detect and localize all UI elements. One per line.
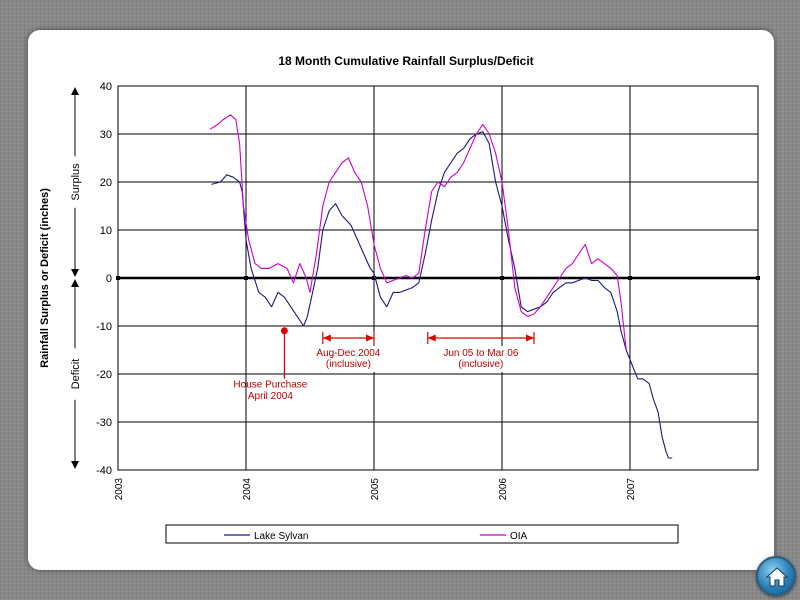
legend: Lake Sylvan OIA [165,524,679,544]
range-arrowhead-left [427,334,436,342]
y-tick-label: 10 [100,225,112,237]
home-button[interactable] [756,556,796,596]
range-arrowhead-left [322,334,331,342]
range-label: (inclusive) [326,359,371,370]
y-tick-label: 20 [100,177,112,189]
series-lines [209,114,673,459]
y-tick-label: -10 [96,321,112,333]
y-tick-label: 30 [100,129,112,141]
zero-line-tick [500,276,504,280]
y-tick-label: -20 [96,369,112,381]
legend-label: Lake Sylvan [254,531,308,542]
y-tick-label: 40 [100,81,112,93]
surplus-arrowhead-bottom [71,269,79,277]
y-tick-label: -30 [96,417,112,429]
range-label: Aug-Dec 2004 [316,348,380,359]
series-line-lake-sylvan [211,131,673,459]
zero-line-tick [628,276,632,280]
surplus-label: Surplus [70,163,82,201]
range-label: Jun 05 to Mar 06 [443,348,518,359]
range-arrowhead-right [366,334,374,342]
zero-line-tick [372,276,376,280]
chart-title: 18 Month Cumulative Rainfall Surplus/Def… [278,54,533,68]
house-purchase-label: April 2004 [248,391,293,402]
range-label: (inclusive) [458,359,503,370]
y-tick-labels: 40 30 20 10 0 -10 -20 -30 -40 [96,81,112,477]
surplus-deficit-arrows: Surplus Deficit [68,87,82,469]
range-label-bg [310,346,386,372]
series-line-oia [209,114,627,351]
zero-line-tick [244,276,248,280]
zero-line-tick [116,276,120,280]
surplus-arrowhead-top [71,87,79,95]
deficit-arrowhead-top [71,279,79,287]
y-tick-label: 0 [106,273,112,285]
range-arrowhead-right [526,334,534,342]
home-icon [765,567,789,587]
legend-label: OIA [510,531,528,542]
house-purchase-marker [280,327,288,335]
deficit-arrowhead-bottom [71,461,79,469]
x-tick-label: 2005 [370,478,381,501]
x-tick-label: 2003 [114,478,125,501]
deficit-label: Deficit [70,359,82,390]
y-axis-label: Rainfall Surplus or Deficit (inches) [39,188,51,368]
side-label-bg [68,348,82,400]
range-label-bg [432,346,530,372]
zero-line-tick [756,276,760,280]
rainfall-chart: 18 Month Cumulative Rainfall Surplus/Def… [39,54,760,544]
x-tick-labels: 2003 2004 2005 2006 2007 [114,478,637,501]
x-tick-label: 2007 [626,478,637,501]
grid-lines [116,85,760,471]
y-tick-label: -40 [96,465,112,477]
house-purchase-label: House Purchase [233,379,307,390]
x-tick-label: 2006 [498,478,509,501]
x-tick-label: 2004 [242,478,253,501]
slide-panel: 18 Month Cumulative Rainfall Surplus/Def… [28,30,774,570]
side-label-bg [68,156,82,208]
legend-box [165,524,679,544]
